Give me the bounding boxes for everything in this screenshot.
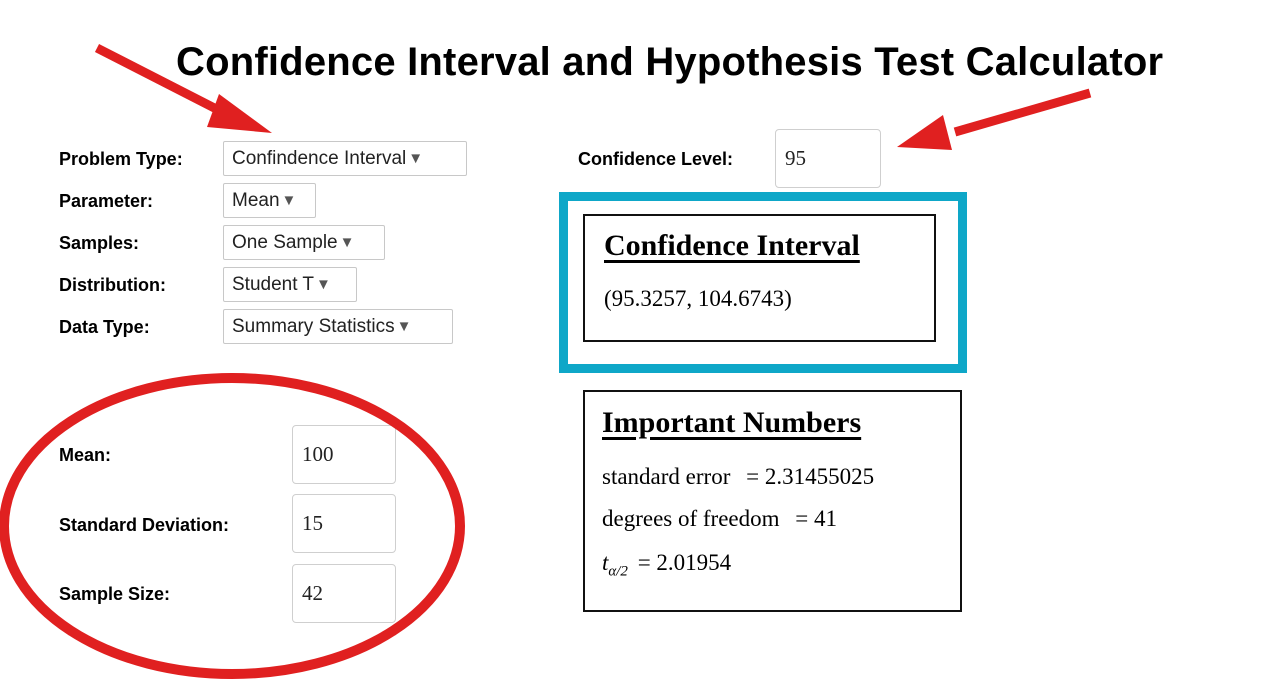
sample-size-input[interactable]: 42 [292,564,396,623]
mean-label: Mean: [59,445,112,465]
sample-size-value: 42 [302,581,323,605]
critical-value-line: tα/2 = 2.01954 [602,550,731,581]
confidence-interval-box: Confidence Interval (95.3257, 104.6743) [583,214,936,342]
t-subscript: α/2 [608,563,628,580]
confidence-level-label: Confidence Level: [578,149,734,169]
caret-down-icon: ▼ [281,192,297,209]
data-type-value: Summary Statistics [232,316,395,337]
degrees-of-freedom-label: degrees of freedom [602,506,780,531]
arrow-to-confidence-level [897,88,1092,150]
sample-size-label: Sample Size: [59,584,171,604]
data-type-select[interactable]: Summary Statistics ▼ [223,309,453,344]
confidence-interval-highlight [559,192,967,373]
parameter-value: Mean [232,190,280,211]
problem-type-value: Confindence Interval [232,148,407,169]
mean-value: 100 [302,442,334,466]
problem-type-select[interactable]: Confindence Interval ▼ [223,141,467,176]
samples-select[interactable]: One Sample ▼ [223,225,385,260]
standard-deviation-label: Standard Deviation: [59,515,230,535]
caret-down-icon: ▼ [408,150,424,167]
parameter-select[interactable]: Mean ▼ [223,183,316,218]
samples-label: Samples: [59,233,140,253]
standard-error-value: = 2.31455025 [746,464,875,489]
parameter-label: Parameter: [59,191,154,211]
distribution-value: Student T [232,274,315,295]
page-title: Confidence Interval and Hypothesis Test … [176,40,1164,84]
degrees-of-freedom-value: = 41 [795,506,838,531]
confidence-interval-value: (95.3257, 104.6743) [604,286,792,311]
t-symbol: t [602,550,609,575]
standard-error-label: standard error [602,464,731,489]
data-type-label: Data Type: [59,317,150,337]
confidence-level-input[interactable]: 95 [775,129,881,188]
standard-error-line: standard error = 2.31455025 [602,464,874,490]
mean-input[interactable]: 100 [292,425,396,484]
problem-type-label: Problem Type: [59,149,183,169]
confidence-interval-heading: Confidence Interval [604,229,860,262]
caret-down-icon: ▼ [316,276,331,293]
confidence-level-value: 95 [785,146,806,170]
degrees-of-freedom-line: degrees of freedom = 41 [602,506,837,532]
distribution-label: Distribution: [59,275,166,295]
standard-deviation-value: 15 [302,511,323,535]
distribution-select[interactable]: Student T ▼ [223,267,357,302]
important-numbers-heading: Important Numbers [602,406,862,439]
critical-value: = 2.01954 [637,550,732,575]
important-numbers-box: Important Numbers standard error = 2.314… [583,390,962,612]
caret-down-icon: ▼ [396,318,412,335]
standard-deviation-input[interactable]: 15 [292,494,396,553]
samples-value: One Sample [232,232,338,253]
caret-down-icon: ▼ [339,234,355,251]
